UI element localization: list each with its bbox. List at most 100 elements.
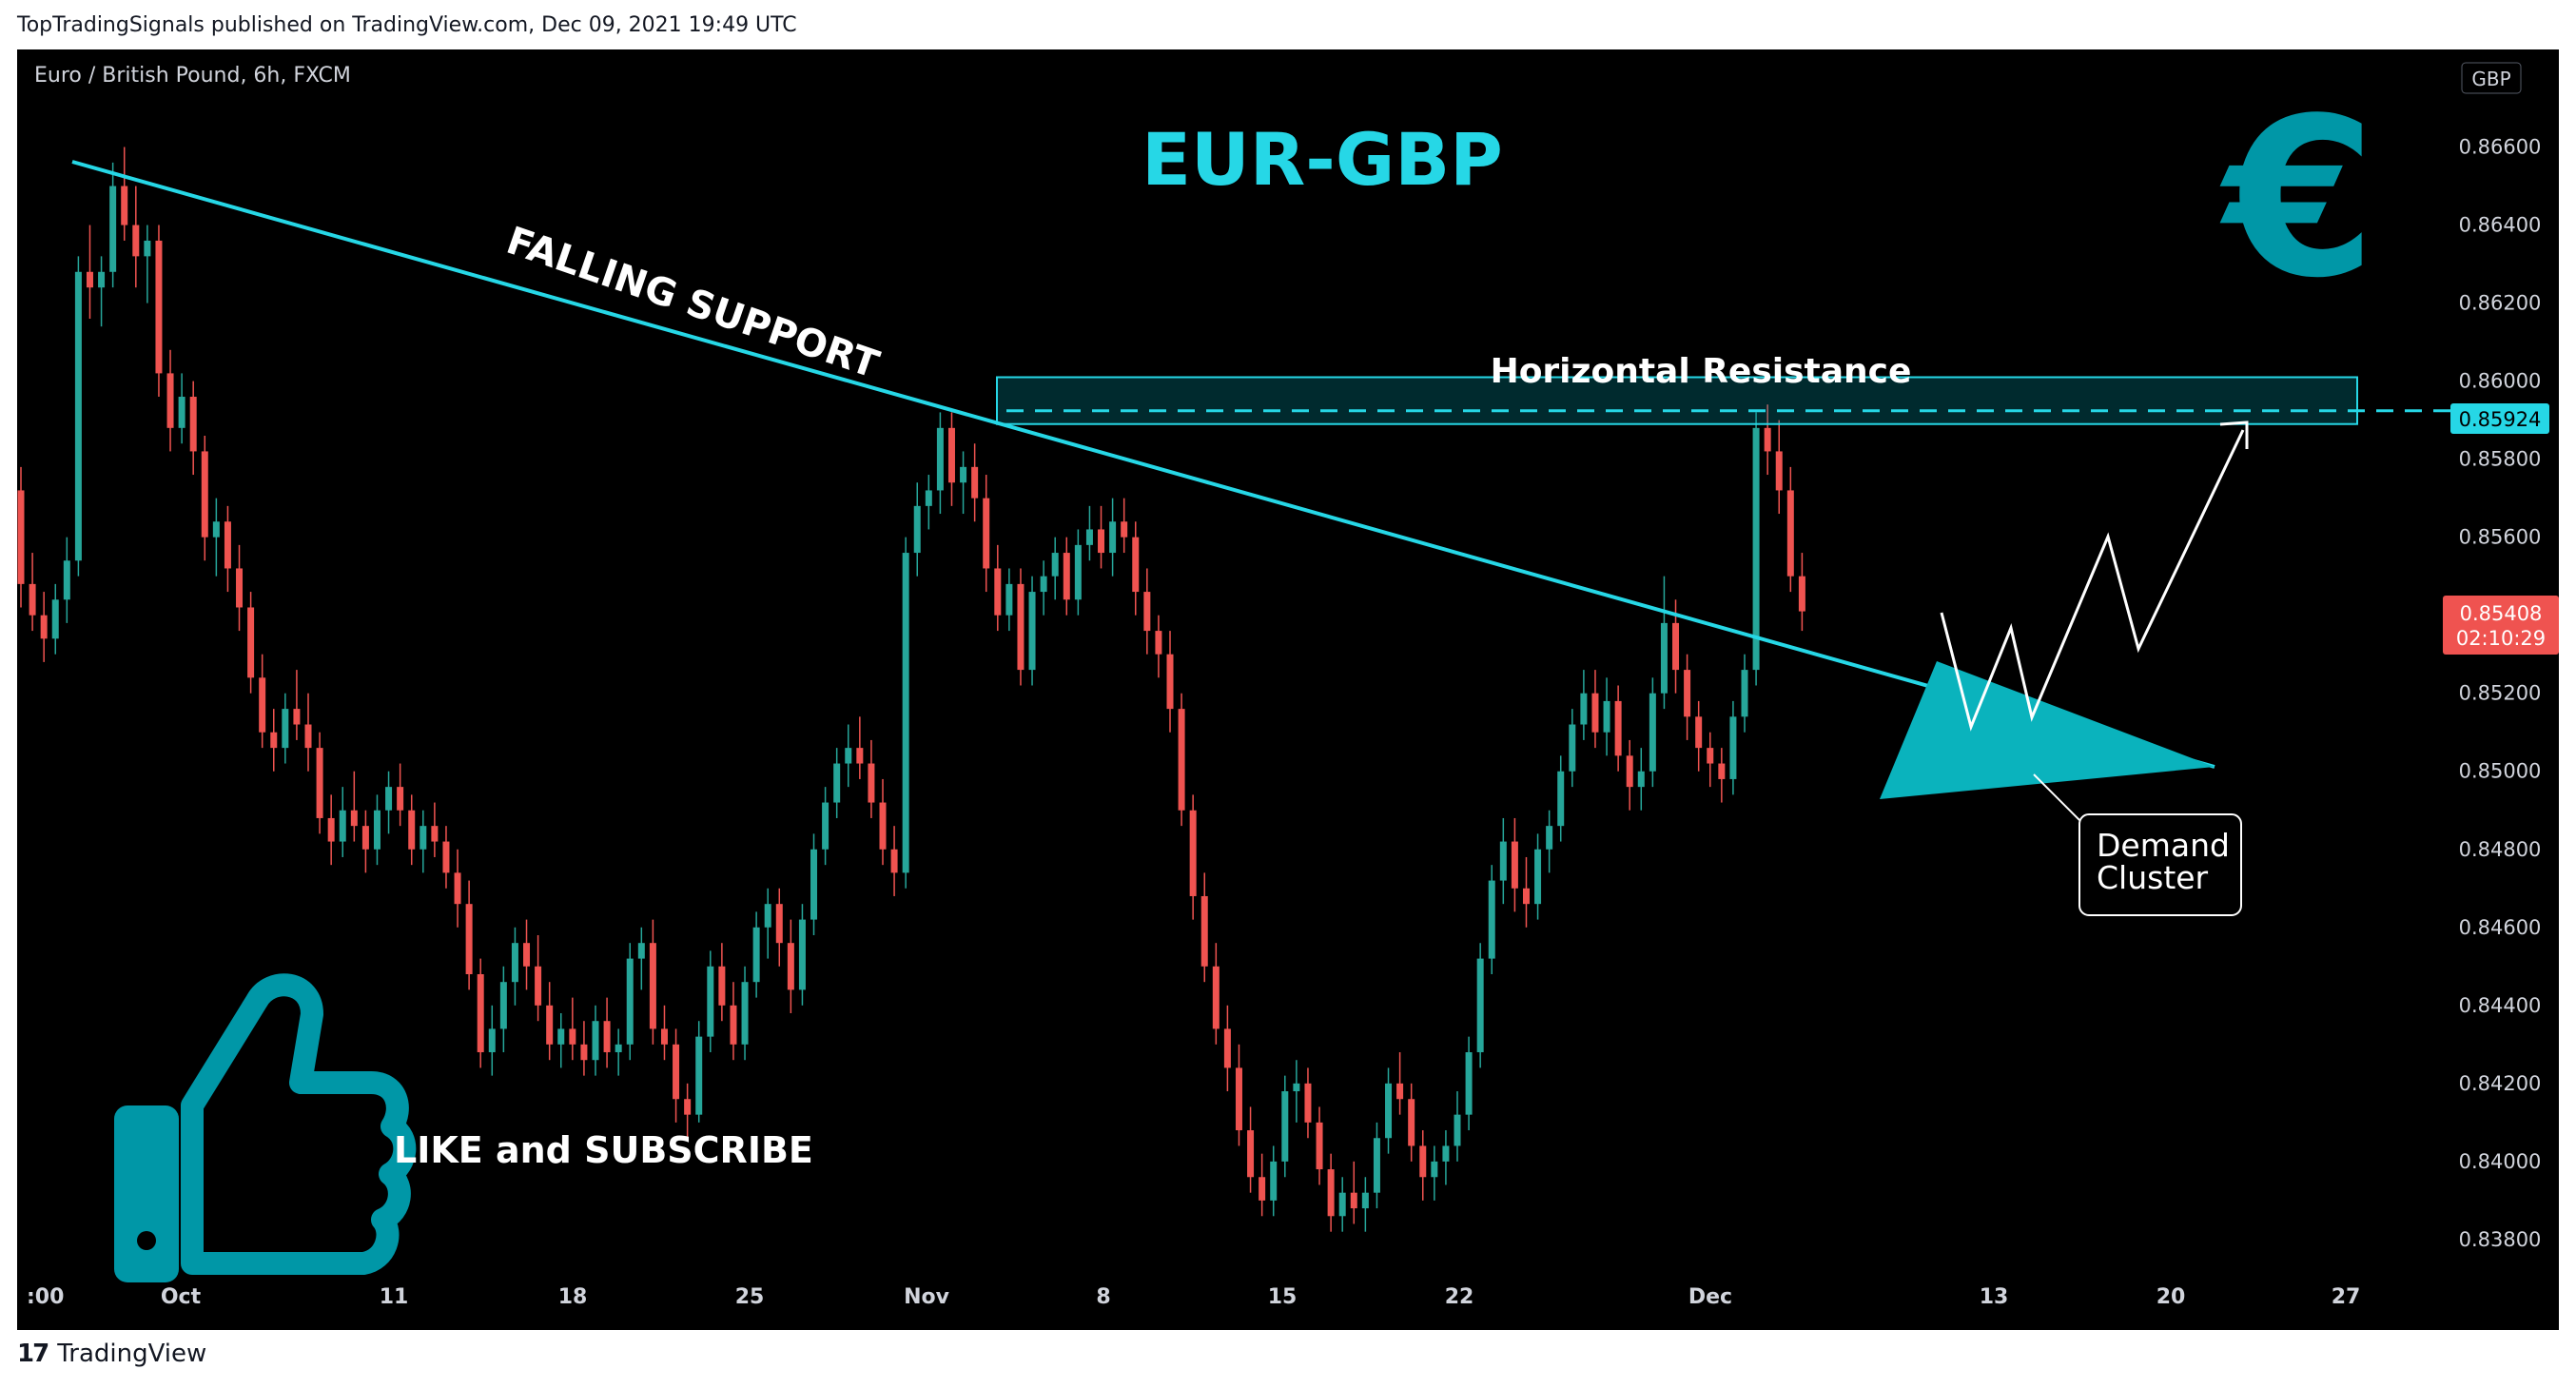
resistance-price-label: 0.85924 [2459,408,2542,431]
candle-body [1695,716,1703,749]
candle-body [673,1044,680,1100]
candle-body [626,958,634,1045]
candle-body [868,763,875,803]
candle-body [1223,1028,1231,1068]
brand-name[interactable]: TradingView [57,1340,207,1368]
candle-body [477,974,484,1053]
candle-body [1649,693,1656,772]
demand-cluster-callout: Demand Cluster [2033,773,2242,916]
price-tick-label: 0.84400 [2459,994,2542,1017]
candle-body [1005,583,1013,616]
candle-body [684,1099,692,1115]
candle-body [1534,849,1542,905]
candle-body [397,787,404,811]
candle-body [775,904,783,944]
candle-body [350,810,358,827]
candle-body [798,919,806,990]
falling-support-line [71,160,2215,769]
candle-body [1166,654,1174,710]
candle-body [1798,576,1805,612]
candle-body [189,397,197,452]
candle-body [569,1028,576,1045]
candle-body [1121,521,1128,538]
candle-body [40,615,48,639]
time-tick-label: Dec [1688,1285,1732,1309]
price-tick-label: 0.84000 [2459,1150,2542,1173]
candle-body [1729,716,1737,779]
candle-body [282,709,289,749]
candle-body [1051,553,1059,577]
candle-body [695,1036,703,1115]
candle-body [1143,592,1151,632]
candle-body [879,802,887,850]
candle-body [511,943,518,983]
resistance-price-box [2450,403,2549,434]
candle-body [1132,537,1140,593]
candle-body [121,186,128,225]
cta-label: LIKE and SUBSCRIBE [394,1129,813,1171]
currency-badge: GBP [2471,68,2510,90]
price-tick-label: 0.86400 [2459,214,2542,237]
candle-body [615,1044,622,1053]
euro-icon: € [2219,72,2376,326]
price-tick-label: 0.83800 [2459,1228,2542,1251]
candle-body [361,826,369,850]
candle-body [546,1005,554,1045]
price-axis[interactable]: 0.86600 0.86400 0.86200 0.86000 0.85800 0.856… [2459,136,2542,1251]
candle-body [270,732,278,749]
candle-body [236,568,244,608]
price-tick-label: 0.84800 [2459,838,2542,861]
candle-body [649,943,656,1029]
candle-body [752,927,760,983]
candle-body [1442,1145,1450,1162]
candle-body [1350,1192,1357,1209]
candle-body [535,966,542,1006]
price-chart[interactable]: Euro / British Pound, 6h, FXCM EUR-GBP €… [17,49,2559,1330]
candle-body [316,748,323,818]
price-tick-label: 0.84200 [2459,1072,2542,1095]
candle-body [1718,763,1726,779]
candle-body [1098,529,1105,554]
demand-cluster-line1: Demand [2097,827,2230,864]
candle-body [1684,670,1691,717]
candle-body [936,427,944,491]
candle-body [1672,622,1680,671]
candle-body [166,373,174,428]
footer: 17 TradingView [17,1340,206,1368]
candle-body [971,466,979,499]
candle-body [1200,895,1208,967]
candle-body [98,271,106,288]
candle-body [1786,490,1794,577]
candle-body [385,787,393,811]
candle-body [890,849,898,873]
time-tick-label: 15 [1268,1285,1298,1309]
time-axis[interactable]: :00 Oct 11 18 25 Nov 8 15 22 Dec 13 20 27 [27,1285,2360,1309]
time-tick-label: 20 [2156,1285,2186,1309]
candle-body [1660,622,1668,694]
candle-body [304,724,312,749]
candle-body [1316,1122,1323,1170]
candle-body [1396,1083,1404,1100]
candle-body [1752,427,1760,671]
candle-body [1109,521,1117,554]
candle-body [1178,709,1185,811]
candle-body [454,872,461,905]
candle-body [592,1021,599,1061]
candle-body [856,748,864,764]
candle-body [810,849,818,920]
candle-body [1419,1145,1427,1178]
candle-body [1580,693,1588,725]
candle-body [1235,1067,1242,1131]
candle-body [707,966,714,1037]
candle-body [1155,631,1162,655]
price-tick-label: 0.86200 [2459,292,2542,315]
candle-body [132,225,140,257]
candle-body [1499,841,1507,881]
candle-body [960,466,967,483]
candle-body [718,966,726,1006]
publish-info: TopTradingSignals published on TradingVi… [17,13,797,37]
candle-body [224,521,231,569]
tradingview-logo-icon[interactable]: 17 [17,1340,49,1368]
time-tick-label: 22 [1445,1285,1474,1309]
price-tick-label: 0.85800 [2459,448,2542,471]
